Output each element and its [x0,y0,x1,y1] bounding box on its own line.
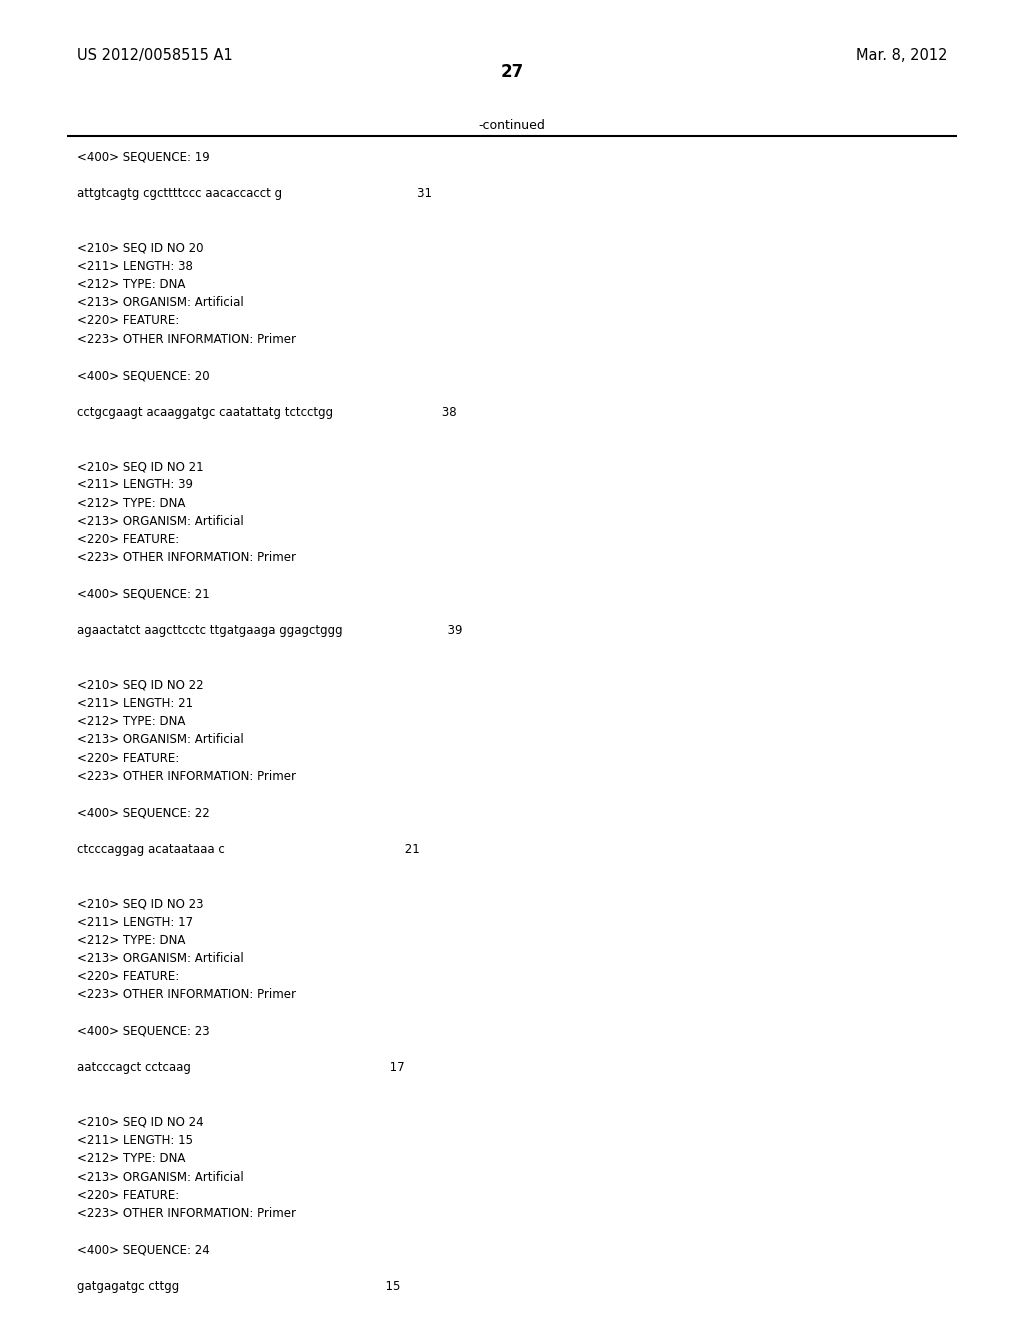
Text: <220> FEATURE:: <220> FEATURE: [77,533,179,546]
Text: <211> LENGTH: 39: <211> LENGTH: 39 [77,478,193,491]
Text: <400> SEQUENCE: 19: <400> SEQUENCE: 19 [77,150,210,164]
Text: <213> ORGANISM: Artificial: <213> ORGANISM: Artificial [77,515,244,528]
Text: <212> TYPE: DNA: <212> TYPE: DNA [77,715,185,729]
Text: <220> FEATURE:: <220> FEATURE: [77,970,179,983]
Text: <210> SEQ ID NO 21: <210> SEQ ID NO 21 [77,461,204,473]
Text: <223> OTHER INFORMATION: Primer: <223> OTHER INFORMATION: Primer [77,333,296,346]
Text: <213> ORGANISM: Artificial: <213> ORGANISM: Artificial [77,1171,244,1184]
Text: US 2012/0058515 A1: US 2012/0058515 A1 [77,48,232,62]
Text: <223> OTHER INFORMATION: Primer: <223> OTHER INFORMATION: Primer [77,770,296,783]
Text: <223> OTHER INFORMATION: Primer: <223> OTHER INFORMATION: Primer [77,552,296,564]
Text: <211> LENGTH: 21: <211> LENGTH: 21 [77,697,193,710]
Text: <212> TYPE: DNA: <212> TYPE: DNA [77,279,185,290]
Text: <212> TYPE: DNA: <212> TYPE: DNA [77,933,185,946]
Text: <220> FEATURE:: <220> FEATURE: [77,1189,179,1201]
Text: <213> ORGANISM: Artificial: <213> ORGANISM: Artificial [77,734,244,746]
Text: <210> SEQ ID NO 23: <210> SEQ ID NO 23 [77,898,204,911]
Text: <212> TYPE: DNA: <212> TYPE: DNA [77,496,185,510]
Text: <211> LENGTH: 15: <211> LENGTH: 15 [77,1134,193,1147]
Text: cctgcgaagt acaaggatgc caatattatg tctcctgg                             38: cctgcgaagt acaaggatgc caatattatg tctcctg… [77,405,457,418]
Text: -continued: -continued [478,119,546,132]
Text: <400> SEQUENCE: 20: <400> SEQUENCE: 20 [77,370,210,381]
Text: <400> SEQUENCE: 21: <400> SEQUENCE: 21 [77,587,210,601]
Text: Mar. 8, 2012: Mar. 8, 2012 [856,48,947,62]
Text: <220> FEATURE:: <220> FEATURE: [77,751,179,764]
Text: gatgagatgc cttgg                                                       15: gatgagatgc cttgg 15 [77,1280,400,1292]
Text: <400> SEQUENCE: 22: <400> SEQUENCE: 22 [77,807,210,820]
Text: <223> OTHER INFORMATION: Primer: <223> OTHER INFORMATION: Primer [77,1206,296,1220]
Text: <223> OTHER INFORMATION: Primer: <223> OTHER INFORMATION: Primer [77,989,296,1002]
Text: <400> SEQUENCE: 23: <400> SEQUENCE: 23 [77,1024,210,1038]
Text: <213> ORGANISM: Artificial: <213> ORGANISM: Artificial [77,952,244,965]
Text: <210> SEQ ID NO 22: <210> SEQ ID NO 22 [77,678,204,692]
Text: <210> SEQ ID NO 20: <210> SEQ ID NO 20 [77,242,204,255]
Text: <212> TYPE: DNA: <212> TYPE: DNA [77,1152,185,1166]
Text: <210> SEQ ID NO 24: <210> SEQ ID NO 24 [77,1115,204,1129]
Text: attgtcagtg cgcttttccc aacaccacct g                                    31: attgtcagtg cgcttttccc aacaccacct g 31 [77,187,432,199]
Text: ctcccaggag acataataaa c                                                21: ctcccaggag acataataaa c 21 [77,842,420,855]
Text: <220> FEATURE:: <220> FEATURE: [77,314,179,327]
Text: <211> LENGTH: 38: <211> LENGTH: 38 [77,260,193,273]
Text: 27: 27 [501,63,523,82]
Text: <400> SEQUENCE: 24: <400> SEQUENCE: 24 [77,1243,210,1257]
Text: <213> ORGANISM: Artificial: <213> ORGANISM: Artificial [77,296,244,309]
Text: agaactatct aagcttcctc ttgatgaaga ggagctggg                            39: agaactatct aagcttcctc ttgatgaaga ggagctg… [77,624,462,638]
Text: <211> LENGTH: 17: <211> LENGTH: 17 [77,916,193,928]
Text: aatcccagct cctcaag                                                     17: aatcccagct cctcaag 17 [77,1061,404,1074]
